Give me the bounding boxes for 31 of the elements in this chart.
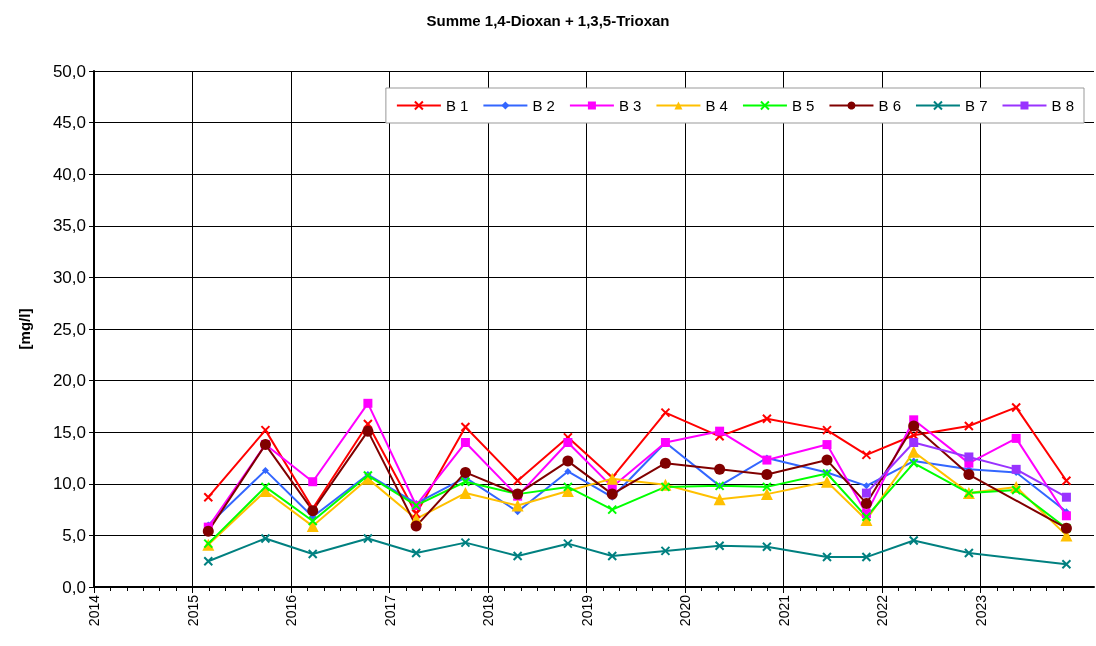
legend-label: B 8 [1051,97,1074,114]
x-tick-label: 2020 [677,594,694,627]
legend-label: B 5 [791,97,815,114]
y-tick-label: 10,0 [52,474,86,494]
y-tick-label: 5,0 [62,525,86,545]
x-tick-label: 2019 [578,594,595,627]
x-tick-label: 2016 [283,594,300,627]
x-tick-label: 2023 [972,594,989,627]
x-tick-label: 2017 [381,594,398,627]
y-tick-label: 35,0 [52,216,86,236]
legend-label: B 3 [618,97,642,114]
legend-label: B 2 [532,97,555,114]
y-tick-label: 15,0 [52,422,86,442]
legend-label: B 7 [964,97,988,114]
x-tick-label: 2014 [86,594,102,627]
x-tick-label: 2018 [480,594,497,627]
y-tick-label: 25,0 [52,319,86,339]
x-tick-label: 2022 [874,594,891,627]
legend-label: B 1 [445,97,469,114]
legend-label: B 6 [878,97,901,114]
chart-title: Summe 1,4-Dioxan + 1,3,5-Trioxan [426,12,670,29]
y-tick-label: 40,0 [52,164,86,184]
y-tick-label: 50,0 [52,61,86,81]
y-tick-label: 30,0 [52,267,86,287]
y-tick-label: 45,0 [52,113,86,133]
y-tick-label: 0,0 [62,577,86,597]
x-tick-label: 2015 [184,594,201,627]
y-axis-title: [mg/l] [16,308,33,350]
y-tick-label: 20,0 [52,371,86,391]
x-tick-label: 2021 [775,594,792,627]
legend-label: B 4 [705,97,728,114]
